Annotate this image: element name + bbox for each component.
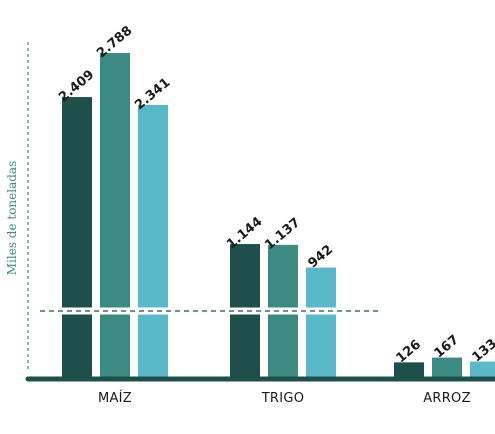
bars-layer [62, 53, 495, 378]
category-label-arroz: ARROZ [423, 391, 471, 406]
y-axis-label: Miles de toneladas [5, 161, 19, 276]
category-labels-layer: MAÍZ TRIGO ARROZ [98, 390, 471, 406]
axis-break-gap [40, 307, 380, 315]
data-label-arroz-3: 133 [470, 336, 495, 365]
category-label-trigo: TRIGO [261, 391, 305, 406]
data-label-arroz-1: 126 [394, 337, 424, 366]
data-label-arroz-2: 167 [432, 332, 462, 361]
category-label-maíz: MAÍZ [98, 390, 132, 406]
bar-maíz-2 [100, 53, 130, 377]
bar-maíz-1 [62, 97, 92, 377]
bar-arroz-1 [394, 362, 424, 377]
bar-arroz-2 [432, 357, 462, 377]
bar-trigo-3 [306, 267, 336, 377]
bar-maíz-3 [138, 104, 168, 378]
data-label-trigo-3: 942 [306, 242, 336, 271]
bar-arroz-3 [470, 361, 495, 377]
